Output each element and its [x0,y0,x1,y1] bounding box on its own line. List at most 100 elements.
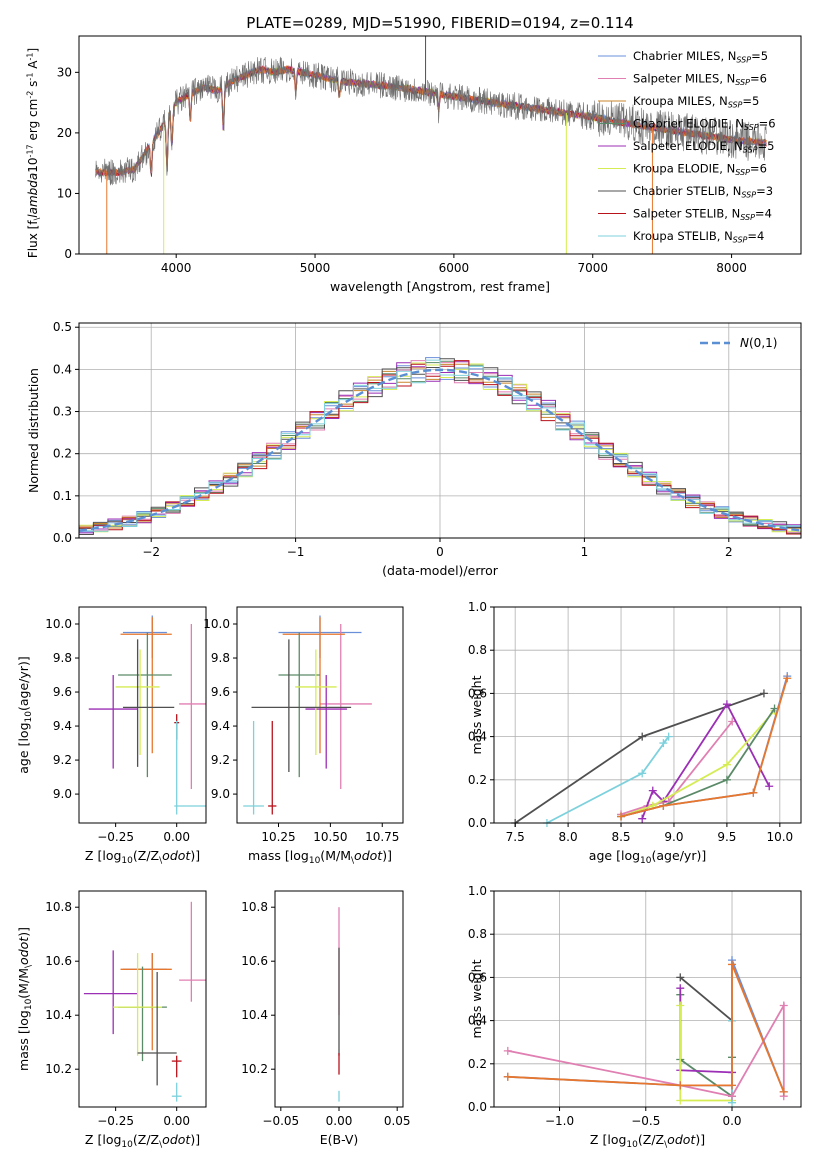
x-tick-label: 0.00 [163,1114,190,1128]
y-tick-label: 0.0 [468,1100,487,1114]
x-tick-label: 9.0 [664,830,683,844]
y-tick-label: 10.4 [45,1008,72,1022]
weight-series-line [620,710,776,818]
weight-marker [659,739,668,748]
x-axis-label: Z [log10(Z/Z\odot)] [590,1132,705,1150]
x-tick-label: 4000 [161,261,192,275]
y-tick-label: 0.8 [468,927,487,941]
y-tick-label: 10.6 [241,954,268,968]
x-tick-label: −0.25 [97,1114,134,1128]
axes-frame [78,606,207,824]
y-tick-label: 10 [57,186,72,200]
weight-marker [722,775,731,784]
weight-marker [664,732,673,741]
weight-marker [503,1046,512,1055]
weight-marker [783,674,792,683]
weight-marker [728,960,737,969]
weight-series-line [620,675,789,818]
y-tick-label: 0.6 [468,686,487,700]
y-tick-label: 0.6 [468,970,487,984]
observed-spectrum-line [95,56,767,186]
axes-frame [78,890,207,1108]
weight-marker [638,814,647,823]
y-tick-label: 0.1 [53,489,72,503]
y-tick-label: 0.5 [53,320,72,334]
weight-marker [638,769,647,778]
x-tick-label: 10.0 [766,830,793,844]
legend-label: Salpeter MILES, NSSP=6 [633,72,767,88]
x-tick-label: 7000 [577,261,608,275]
weight-marker [676,973,685,982]
x-tick-label: 7.5 [506,830,525,844]
y-tick-label: 10.0 [45,617,72,631]
weight-vs-age-panel: 7.5 8.0 8.5 9.0 9.5 10.0 0.0 0.2 0.4 0.6 0.8 1.0 age… [468,600,802,866]
weight-marker [749,788,758,797]
y-tick-label: 1.0 [468,884,487,898]
x-tick-label: 0 [436,545,444,559]
legend-label: Chabrier MILES, NSSP=5 [633,49,768,65]
x-tick-label: −0.5 [631,1114,660,1128]
y-tick-label: 0.2 [468,773,487,787]
weight-marker [676,984,685,993]
y-tick-label: 10.6 [45,954,72,968]
y-tick-label: 9.6 [53,685,72,699]
legend-label: N(0,1) [740,336,777,350]
axes-frame [236,606,404,824]
x-axis-label: Z [log10(Z/Z\odot)] [85,1132,200,1150]
y-tick-label: 0.2 [468,1057,487,1071]
y-tick-label: 9.2 [53,753,72,767]
y-axis-label: Normed distribution [26,368,41,493]
age-vs-Z-panel: −0.25 0.00 9.0 9.2 9.4 9.6 9.8 10.0 Z [log10(Z/Z… [16,606,207,866]
weight-marker [659,801,668,810]
y-tick-label: 10.0 [203,617,230,631]
weight-marker [617,812,626,821]
legend-label: Chabrier STELIB, NSSP=3 [633,184,773,200]
x-tick-label: −0.25 [97,830,134,844]
y-axis-label: mass [log10(M/M\odot)] [16,927,34,1071]
error-bars [83,901,206,1102]
weight-marker [638,732,647,741]
x-axis-label: age [log10(age/yr)] [589,848,706,866]
age-vs-mass-panel: 10.25 10.50 10.75 9.0 9.2 9.4 9.6 9.8 10.0 mass [… [203,606,404,866]
histograms [79,357,801,537]
weight-lines [511,672,792,827]
weight-marker [648,786,657,795]
y-tick-label: 10.8 [241,900,268,914]
y-tick-label: 0.8 [468,643,487,657]
x-tick-label: 10.25 [261,830,295,844]
weight-marker [676,1001,685,1010]
y-tick-label: 0.0 [468,816,487,830]
x-tick-label: 8.5 [611,830,630,844]
y-tick-label: 0.3 [53,405,72,419]
y-tick-label: 0.4 [53,362,72,376]
y-axis-label: mass weight [469,675,484,754]
legend-label: Salpeter ELODIE, NSSP=5 [633,139,774,155]
figure-title: PLATE=0289, MJD=51990, FIBERID=0194, z=0… [246,14,633,32]
weight-marker [722,760,731,769]
x-axis-label: Z [log10(Z/Z\odot)] [85,848,200,866]
x-tick-label: 8.0 [559,830,578,844]
weight-marker [676,1081,685,1090]
x-axis-label: E(B-V) [320,1132,359,1147]
mass-vs-Z-panel: −0.25 0.00 10.2 10.4 10.6 10.8 Z [log10(Z/Z\od… [16,890,207,1150]
x-axis-label: wavelength [Angstrom, rest frame] [330,279,550,294]
y-axis-label: age [log10(age/yr)] [16,656,34,773]
x-tick-label: −0.05 [262,1114,299,1128]
spectrum-lines [95,36,767,254]
legend-label: Kroupa STELIB, NSSP=4 [633,229,764,245]
x-tick-label: 0.00 [326,1114,353,1128]
y-tick-label: 9.0 [53,787,72,801]
axes-frame [493,890,802,1108]
x-tick-label: 6000 [439,261,470,275]
y-tick-label: 10.8 [45,900,72,914]
axes-frame [78,35,802,255]
histogram-step [79,359,801,534]
x-tick-label: 0.00 [163,830,190,844]
y-axis-label: mass weight [469,959,484,1038]
weight-series-line [679,994,733,1098]
y-tick-label: 9.8 [53,651,72,665]
y-axis-label: Flux [f\lambda10-17 erg cm-2 s-1 A-1] [25,48,41,258]
y-tick-label: 9.8 [211,651,230,665]
x-tick-label: 10.75 [365,830,399,844]
